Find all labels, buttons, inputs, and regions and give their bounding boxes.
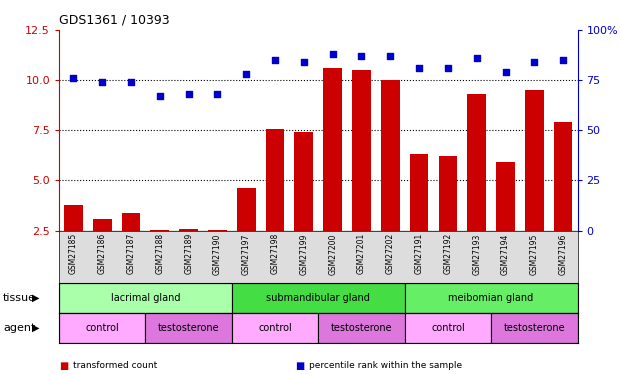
- Point: [270, 57, 280, 63]
- Bar: [64, 204, 83, 231]
- Text: GDS1361 / 10393: GDS1361 / 10393: [59, 13, 170, 26]
- Bar: [405, 313, 491, 343]
- Text: ▶: ▶: [32, 323, 40, 333]
- Bar: [405, 283, 578, 313]
- Bar: [381, 80, 400, 231]
- Text: GSM27190: GSM27190: [213, 233, 222, 274]
- Bar: [318, 313, 405, 343]
- Text: meibomian gland: meibomian gland: [448, 293, 533, 303]
- Point: [184, 91, 194, 97]
- Bar: [352, 70, 371, 231]
- Point: [443, 65, 453, 71]
- Bar: [324, 68, 342, 231]
- Text: GSM27198: GSM27198: [271, 233, 279, 274]
- Bar: [232, 313, 318, 343]
- Point: [212, 91, 222, 97]
- Text: ▶: ▶: [32, 293, 40, 303]
- Text: GSM27187: GSM27187: [127, 233, 135, 274]
- Text: GSM27191: GSM27191: [415, 233, 424, 274]
- Bar: [237, 189, 256, 231]
- Bar: [468, 94, 486, 231]
- Text: GSM27186: GSM27186: [97, 233, 107, 274]
- Text: GSM27196: GSM27196: [559, 233, 568, 274]
- Point: [97, 79, 107, 85]
- Bar: [232, 283, 405, 313]
- Bar: [438, 156, 457, 231]
- Text: control: control: [85, 323, 119, 333]
- Text: testosterone: testosterone: [158, 323, 219, 333]
- Point: [126, 79, 136, 85]
- Bar: [294, 132, 313, 231]
- Text: tissue: tissue: [3, 293, 36, 303]
- Point: [472, 55, 482, 61]
- Text: control: control: [431, 323, 465, 333]
- Bar: [122, 213, 140, 231]
- Bar: [179, 229, 198, 231]
- Text: GSM27188: GSM27188: [155, 233, 165, 274]
- Text: lacrimal gland: lacrimal gland: [111, 293, 180, 303]
- Point: [529, 59, 539, 65]
- Text: GSM27185: GSM27185: [69, 233, 78, 274]
- Bar: [496, 162, 515, 231]
- Bar: [150, 230, 169, 231]
- Bar: [525, 90, 543, 231]
- Text: GSM27189: GSM27189: [184, 233, 193, 274]
- Bar: [59, 283, 232, 313]
- Bar: [145, 313, 232, 343]
- Text: GSM27201: GSM27201: [357, 233, 366, 274]
- Point: [558, 57, 568, 63]
- Text: agent: agent: [3, 323, 35, 333]
- Text: ■: ■: [295, 361, 304, 370]
- Bar: [554, 122, 573, 231]
- Text: GSM27197: GSM27197: [242, 233, 251, 274]
- Text: GSM27200: GSM27200: [328, 233, 337, 274]
- Bar: [59, 313, 145, 343]
- Text: GSM27195: GSM27195: [530, 233, 539, 274]
- Point: [501, 69, 510, 75]
- Text: percentile rank within the sample: percentile rank within the sample: [309, 361, 462, 370]
- Point: [155, 93, 165, 99]
- Point: [328, 51, 338, 57]
- Text: GSM27199: GSM27199: [299, 233, 309, 274]
- Point: [299, 59, 309, 65]
- Bar: [410, 154, 428, 231]
- Point: [414, 65, 424, 71]
- Text: submandibular gland: submandibular gland: [266, 293, 370, 303]
- Text: control: control: [258, 323, 292, 333]
- Text: transformed count: transformed count: [73, 361, 157, 370]
- Bar: [93, 219, 112, 231]
- Point: [356, 53, 366, 59]
- Text: testosterone: testosterone: [504, 323, 565, 333]
- Text: GSM27194: GSM27194: [501, 233, 510, 274]
- Text: ■: ■: [59, 361, 68, 370]
- Text: GSM27192: GSM27192: [443, 233, 452, 274]
- Point: [68, 75, 78, 81]
- Point: [242, 71, 252, 77]
- Point: [385, 53, 395, 59]
- Bar: [266, 129, 284, 231]
- Text: testosterone: testosterone: [330, 323, 392, 333]
- Text: GSM27193: GSM27193: [472, 233, 481, 274]
- Bar: [491, 313, 578, 343]
- Text: GSM27202: GSM27202: [386, 233, 395, 274]
- Bar: [208, 230, 227, 231]
